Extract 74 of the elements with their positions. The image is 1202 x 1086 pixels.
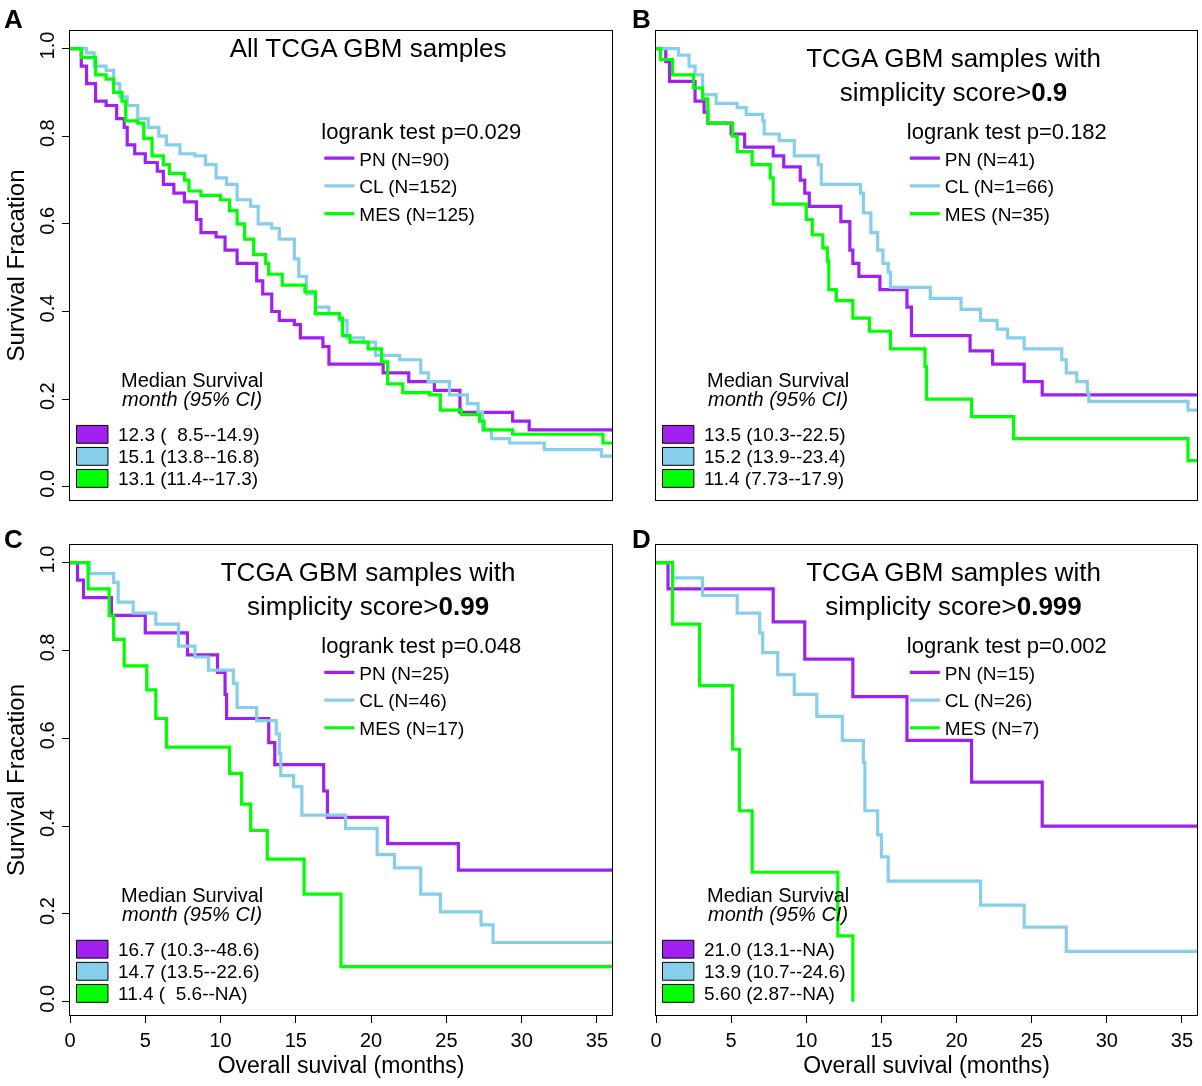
annotation: 13.1 (11.4--17.3) — [118, 468, 259, 489]
text: B — [632, 4, 651, 34]
legend-label: MES (N=125) — [359, 203, 475, 225]
y-tick-label: 0.8 — [36, 633, 58, 662]
annotation: month (95% CI) — [708, 388, 849, 410]
x-tick-label: 10 — [209, 1029, 232, 1051]
x-tick-label: 15 — [870, 1029, 893, 1051]
y-tick-label: 0.2 — [36, 897, 58, 925]
annotation: 13.5 (10.3--22.5) — [704, 424, 846, 445]
x-tick-label: 5 — [725, 1029, 737, 1051]
y-tick-label: 0.6 — [36, 206, 58, 235]
x-tick-label: 10 — [795, 1029, 818, 1051]
x-tick-label: 30 — [510, 1029, 533, 1051]
legend-label: MES (N=35) — [944, 203, 1050, 225]
legend-label: MES (N=17) — [359, 718, 465, 740]
x-tick-label: 35 — [585, 1029, 609, 1051]
x-tick-label: 25 — [1020, 1029, 1043, 1051]
y-axis-title: Survival Fracation — [2, 169, 30, 362]
legend-title: logrank test p=0.002 — [906, 633, 1107, 659]
x-axis-title: Overall suvival (months) — [217, 1051, 465, 1078]
legend-title: logrank test p=0.182 — [906, 119, 1107, 145]
y-tick-label: 0.6 — [36, 721, 58, 750]
text: TCGA GBM samples with simplicity score>0.99 — [220, 557, 516, 621]
x-tick-label: 25 — [435, 1029, 458, 1051]
legend-label: PN (N=25) — [359, 662, 450, 684]
text: A — [4, 4, 23, 34]
annotation: Median Survival — [121, 884, 264, 906]
legend-label: CL (N=152) — [359, 176, 458, 198]
annotation: 11.4 ( 5.6--NA) — [118, 983, 248, 1004]
legend-title: logrank test p=0.048 — [321, 633, 522, 659]
annotation: 13.9 (10.7--24.6) — [704, 961, 846, 982]
legend-label: CL (N=1=66) — [944, 176, 1054, 198]
y-tick-label: 0.8 — [36, 119, 58, 148]
legend-label: CL (N=26) — [944, 690, 1033, 712]
annotation: month (95% CI) — [122, 903, 263, 925]
text: D — [632, 524, 651, 554]
annotation: 12.3 ( 8.5--14.9) — [118, 424, 260, 445]
y-tick-label: 0.4 — [36, 294, 58, 323]
y-axis-title: Survival Fracation — [2, 683, 30, 877]
legend-title: logrank test p=0.029 — [321, 119, 522, 145]
y-tick-label: 0.0 — [36, 984, 58, 1013]
y-tick-label: 0.4 — [36, 809, 58, 838]
annotation: 11.4 (7.73--17.9) — [704, 468, 845, 489]
y-tick-label: 0.0 — [36, 469, 58, 498]
annotation: 16.7 (10.3--48.6) — [118, 939, 260, 960]
x-tick-label: 20 — [945, 1029, 968, 1051]
annotation: 15.1 (13.8--16.8) — [118, 446, 260, 467]
annotation: 14.7 (13.5--22.6) — [118, 961, 260, 982]
x-tick-label: 35 — [1170, 1029, 1194, 1051]
annotation: month (95% CI) — [122, 388, 263, 410]
x-tick-label: 30 — [1095, 1029, 1118, 1051]
legend-label: MES (N=7) — [944, 718, 1040, 740]
x-tick-label: 20 — [359, 1029, 383, 1051]
y-tick-label: 1.0 — [36, 545, 58, 574]
legend-label: PN (N=15) — [944, 662, 1036, 684]
text: C — [4, 524, 23, 554]
x-axis-title: Overall suvival (months) — [803, 1051, 1050, 1078]
annotation: 21.0 (13.1--NA) — [704, 939, 835, 960]
text: TCGA GBM samples with simplicity score>0.9 — [806, 43, 1101, 107]
x-tick-label: 15 — [284, 1029, 307, 1051]
x-tick-label: 5 — [139, 1029, 151, 1051]
annotation: 5.60 (2.87--NA) — [704, 983, 835, 1004]
legend-label: PN (N=41) — [944, 148, 1036, 170]
annotation: Median Survival — [121, 369, 264, 391]
y-tick-label: 1.0 — [36, 31, 58, 60]
legend-label: PN (N=90) — [359, 148, 450, 170]
x-tick-label: 0 — [64, 1029, 76, 1051]
annotation: Median Survival — [707, 369, 850, 391]
y-tick-label: 0.2 — [36, 382, 58, 411]
annotation: 15.2 (13.9--23.4) — [704, 446, 846, 467]
x-tick-label: 0 — [650, 1029, 662, 1051]
text: TCGA GBM samples with simplicity score>0.999 — [806, 557, 1101, 621]
legend-label: CL (N=46) — [359, 690, 447, 712]
chart-title: All TCGA GBM samples — [229, 33, 507, 64]
